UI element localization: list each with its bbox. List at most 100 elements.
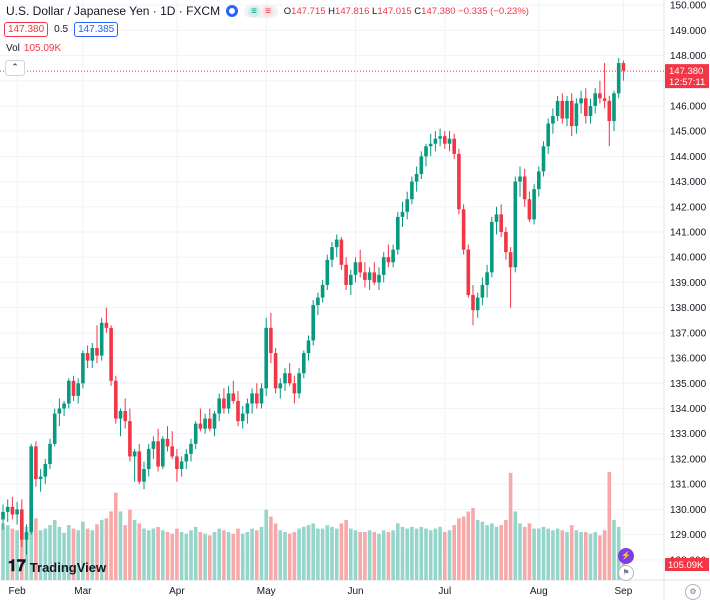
volume-bar: [325, 525, 330, 580]
volume-bar: [306, 525, 311, 580]
ohlc-readout: O147.715 H147.816 L147.015 C147.380 −0.3…: [283, 5, 529, 17]
candle-body: [104, 322, 109, 328]
candle-body: [363, 272, 367, 280]
price-tick-label: 129.000: [670, 530, 707, 541]
sell-button[interactable]: 147.380: [4, 22, 49, 37]
candle-body: [518, 176, 522, 182]
price-tick-label: 130.000: [670, 505, 707, 516]
candle-body: [579, 98, 583, 104]
volume-bar: [316, 528, 320, 580]
volume-bar: [565, 532, 569, 580]
volume-bar: [551, 530, 555, 580]
volume-bar: [222, 530, 226, 580]
volume-bar: [386, 532, 391, 580]
candle-body: [52, 413, 57, 444]
candle-body: [15, 509, 19, 515]
volume-bar: [574, 530, 579, 580]
chart-legend: U.S. Dollar / Japanese Yen · 1D · FXCM ≡…: [6, 4, 529, 18]
candle-body: [372, 272, 377, 283]
price-tick-label: 131.000: [670, 480, 707, 491]
candle-body: [283, 373, 287, 384]
candle-body: [118, 411, 123, 419]
candle-body: [560, 100, 565, 119]
price-tick-label: 139.000: [670, 278, 707, 289]
candle-body: [419, 156, 424, 174]
price-tick-label: 142.000: [670, 202, 707, 213]
volume-bar: [292, 532, 297, 580]
chevron-up-icon: ⌃: [11, 62, 19, 72]
time-tick-label: Jun: [347, 586, 363, 597]
candle-body: [367, 272, 372, 280]
volume-bar: [410, 526, 414, 580]
volume-bar: [85, 528, 90, 580]
last-price-badge: [665, 64, 709, 89]
candle-body: [334, 239, 339, 248]
time-tick-label: Sep: [615, 586, 633, 597]
settings-gear-icon[interactable]: ⚙: [685, 584, 701, 600]
price-axis: [664, 0, 710, 600]
candle-body: [555, 100, 560, 116]
collapse-legend-button[interactable]: ⌃: [5, 60, 25, 76]
volume-bar: [48, 525, 52, 580]
candle-body: [226, 393, 231, 409]
candle-body: [24, 532, 29, 540]
candle-body: [264, 327, 268, 389]
symbol-title[interactable]: U.S. Dollar / Japanese Yen · 1D · FXCM: [6, 4, 221, 18]
candle-body: [193, 423, 198, 444]
candle-body: [438, 136, 442, 139]
candle-body: [95, 348, 99, 356]
candle-body: [250, 393, 254, 404]
candle-body: [616, 63, 621, 94]
candle-body: [485, 272, 489, 285]
volume-bar: [76, 530, 80, 580]
candle-body: [137, 451, 142, 482]
volume-bar: [5, 525, 10, 580]
volume-bar: [579, 532, 583, 580]
candle-body: [114, 380, 118, 419]
price-tick-label: 143.000: [670, 177, 707, 188]
candle-body: [10, 506, 15, 515]
time-tick-label: Apr: [169, 586, 185, 597]
candle-body: [527, 199, 532, 220]
volume-bar: [419, 526, 424, 580]
volume-bar: [128, 509, 132, 580]
time-tick-label: Mar: [74, 586, 92, 597]
candle-body: [259, 388, 264, 404]
volume-legend: Vol 105.09K: [6, 43, 61, 54]
volume-bar: [612, 520, 616, 580]
candle-body: [109, 327, 113, 381]
lightning-icon[interactable]: ⚡: [618, 548, 634, 564]
tradingview-logo: 𝟏𝟕 TradingView: [8, 558, 106, 576]
volume-bar: [278, 530, 283, 580]
pill-icon-down: ≡: [261, 5, 274, 17]
candle-body: [306, 340, 311, 354]
candle-body: [123, 411, 127, 422]
candle-body: [20, 509, 24, 540]
spread-value: 0.5: [54, 24, 69, 35]
volume-bar: [391, 530, 395, 580]
volume-bar: [283, 532, 287, 580]
candle-body: [537, 171, 541, 190]
volume-bar: [123, 525, 127, 580]
candle-body: [273, 353, 278, 389]
candle-body: [475, 297, 480, 311]
candle-body: [38, 476, 43, 480]
candle-body: [90, 348, 95, 361]
volume-bar: [518, 523, 522, 580]
time-tick-label: May: [257, 586, 276, 597]
flag-icon[interactable]: ⚑: [618, 565, 634, 581]
candle-body: [433, 138, 438, 144]
volume-bar: [344, 520, 348, 580]
candle-body: [170, 446, 174, 457]
volume-bar: [363, 532, 367, 580]
volume-bar: [405, 528, 409, 580]
volume-bar: [193, 526, 198, 580]
time-tick-label: Jul: [438, 586, 451, 597]
volume-bar: [62, 532, 66, 580]
volume-bar: [15, 530, 19, 580]
candle-body: [320, 284, 325, 298]
buy-button[interactable]: 147.385: [74, 22, 119, 37]
volume-bar: [367, 530, 372, 580]
indicator-pills[interactable]: ≡ ≡: [244, 4, 278, 18]
